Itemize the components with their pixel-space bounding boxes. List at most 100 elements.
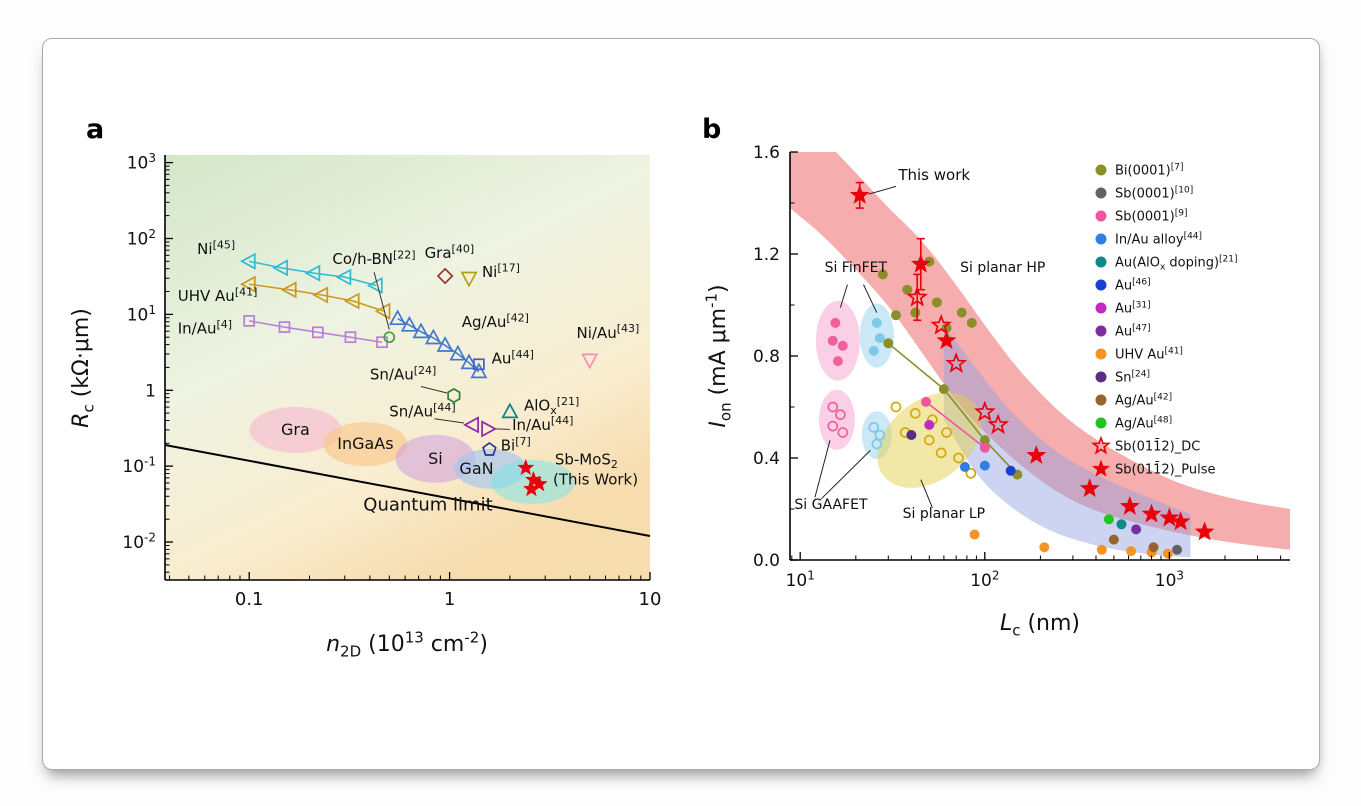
marker-star (987, 413, 1010, 435)
series-line (249, 283, 385, 312)
series-ag-au-42 (1108, 534, 1159, 553)
series-label: Ni/Au[43] (577, 322, 640, 342)
marker-circle (1095, 256, 1107, 268)
panel-a-ylabel: Rc (kΩ·μm) (69, 308, 97, 428)
series-sn-au-44: Sn/Au[44] (389, 401, 479, 434)
marker-triangle-up (388, 309, 407, 326)
legend-label: Au[46] (1115, 278, 1151, 294)
si-planar-lp-region (877, 392, 982, 488)
marker-star (1026, 444, 1047, 464)
marker-triangle-left (239, 275, 256, 293)
annotation-leader (814, 440, 831, 498)
marker-circle (1095, 233, 1107, 245)
marker-circle (835, 409, 846, 420)
marker-triangle-left (239, 252, 256, 270)
y-tick-label: 0.8 (753, 347, 780, 367)
panel-a-axes: 0.1 1 10 103 102 101 1 10-1 10-2 (122, 151, 661, 610)
x-tick-label: 0.1 (235, 589, 264, 610)
series-label: Ni[45] (197, 239, 235, 259)
marker-circle (906, 430, 917, 441)
annotation-label: This work (897, 166, 970, 184)
leader-line (434, 418, 465, 424)
marker-triangle-left (343, 292, 360, 310)
series-label: AlOx[21] (524, 395, 579, 417)
marker-circle (1116, 519, 1127, 530)
region-Gra (249, 406, 342, 453)
series-label: Ni[17] (482, 261, 520, 281)
marker-triangle-left (280, 281, 297, 299)
series-label: Sn/Au[44] (389, 401, 455, 421)
marker-circle (890, 310, 901, 321)
marker-circle (1095, 187, 1107, 199)
y-tick-label: 10-2 (122, 531, 156, 554)
series-ni-45: Ni[45] (197, 239, 383, 295)
marker-circle (1172, 544, 1183, 555)
marker-circle (923, 434, 935, 446)
marker-circle (1039, 542, 1050, 553)
marker-circle (979, 460, 990, 471)
marker-circle (1095, 302, 1107, 314)
marker-circle (832, 356, 843, 367)
annotation-label: Si GAAFET (794, 497, 868, 513)
y-tick-label: 1.6 (753, 143, 780, 163)
marker-circle (910, 307, 921, 318)
marker-star (1141, 503, 1162, 523)
annotation-leader (839, 284, 848, 308)
marker-square (311, 326, 324, 339)
legend-label: Bi(0001)[7] (1115, 163, 1184, 179)
leader-line (373, 272, 390, 330)
marker-star (1170, 511, 1191, 531)
y-tick-label: 1.2 (753, 245, 780, 265)
panel-b-chart: This work Si FinFET Si planar HP Si GAAFET S… (703, 143, 1290, 639)
marker-star (522, 480, 540, 497)
legend-label: Sb(0001)[10] (1115, 186, 1193, 202)
marker-star (930, 314, 952, 335)
si-gaafet-pink-region (818, 389, 855, 450)
marker-circle (883, 338, 894, 349)
legend-label: In/Au alloy[44] (1115, 232, 1202, 248)
marker-circle (909, 408, 921, 419)
annotation-leader (920, 479, 933, 508)
series-label: In/Au[4] (178, 318, 232, 338)
panel-b-xlabel: Lc (nm) (1000, 611, 1080, 639)
panel-b-ylabel: Ion (mA μm-1) (703, 284, 735, 427)
quantum-limit-line (164, 444, 651, 537)
si-finfet-pink-region (815, 300, 860, 381)
series-ag-au-42: Ag/Au[42] (388, 309, 529, 379)
marker-circle (1131, 524, 1142, 535)
series-si-planar-lp-points (890, 401, 977, 479)
marker-circle (890, 401, 902, 413)
marker-star (1079, 478, 1100, 498)
series-sb-0001-10 (1172, 544, 1183, 555)
series-label: Sb-MoS2 (555, 451, 618, 472)
series-si-finfet-pink-points (827, 317, 848, 367)
series-sn-24 (906, 430, 917, 441)
marker-hexagon (447, 388, 461, 404)
marker-triangle-left (374, 302, 391, 320)
marker-triangle-left (304, 264, 321, 282)
series-in-au-alloy-44 (959, 460, 990, 472)
y-tick-label: 0.0 (753, 551, 780, 571)
panel-a-plot-background (165, 155, 650, 580)
series-si-gaafet-blue-points (868, 422, 886, 450)
y-tick-label: 10-1 (122, 455, 156, 478)
series-label: Ag/Au[42] (462, 311, 529, 331)
marker-circle (920, 396, 931, 407)
panel-b-legend: Bi(0001)[7] Sb(0001)[10] Sb(0001)[9] In/Au … (1091, 163, 1238, 478)
legend-label: Au[47] (1115, 324, 1151, 340)
marker-square (243, 315, 256, 327)
y-tick-label: 0.4 (753, 449, 780, 469)
marker-square (278, 321, 291, 333)
x-tick-label: 10 (639, 589, 662, 610)
annotation: Si planar HP (960, 260, 1045, 276)
marker-circle (827, 335, 838, 346)
marker-triangle-up (501, 402, 519, 419)
marker-star (1159, 507, 1180, 527)
marker-circle (953, 452, 964, 464)
series-ni-17: Ni[17] (460, 261, 520, 288)
marker-circle (871, 317, 882, 328)
marker-circle (1096, 544, 1107, 555)
series-bi-7: Bi[7] (482, 435, 531, 456)
this-work-red-band (790, 152, 1290, 550)
